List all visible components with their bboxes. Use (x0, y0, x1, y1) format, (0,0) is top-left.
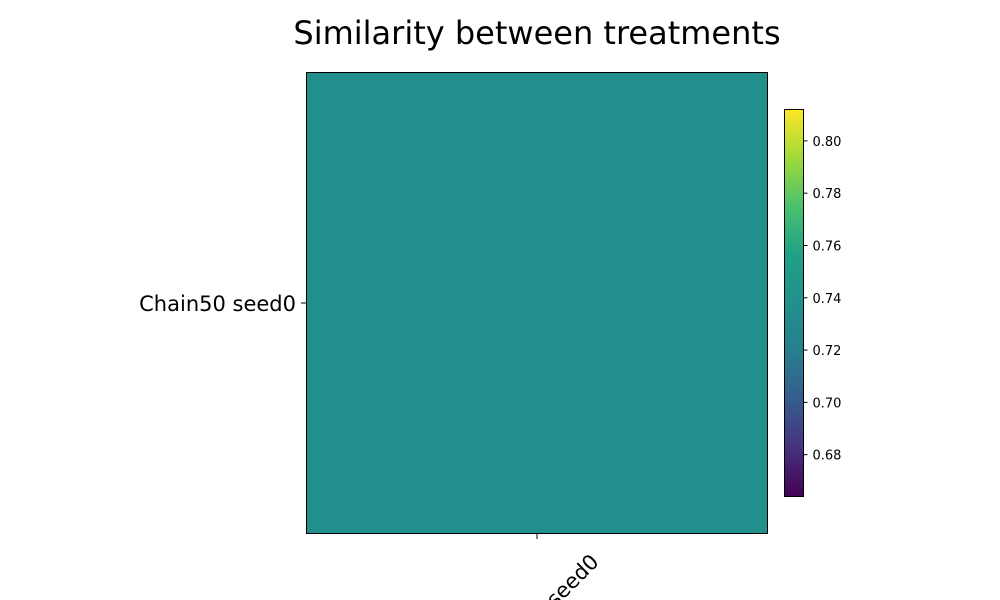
y-tick-label: Chain50 seed0 (139, 292, 296, 316)
colorbar-tick-label: 0.68 (813, 449, 842, 464)
colorbar-tick-label: 0.72 (813, 344, 842, 359)
colorbar-tick-label: 0.76 (813, 239, 842, 254)
colorbar-ticks: 0.68 0.70 0.72 0.74 0.76 0.78 0.80 (803, 135, 842, 464)
chart-title: Similarity between treatments (293, 14, 780, 52)
plot-frame (306, 72, 768, 534)
colorbar-tick-label: 0.70 (813, 396, 842, 411)
heatmap-cells (306, 72, 768, 534)
colorbar (784, 109, 804, 497)
x-tick-label: seed0 (542, 550, 604, 600)
colorbar-tick-label: 0.78 (813, 187, 842, 202)
heatmap-cell (306, 72, 768, 534)
colorbar-tick-label: 0.80 (813, 135, 842, 150)
colorbar-tick-label: 0.74 (813, 292, 842, 307)
